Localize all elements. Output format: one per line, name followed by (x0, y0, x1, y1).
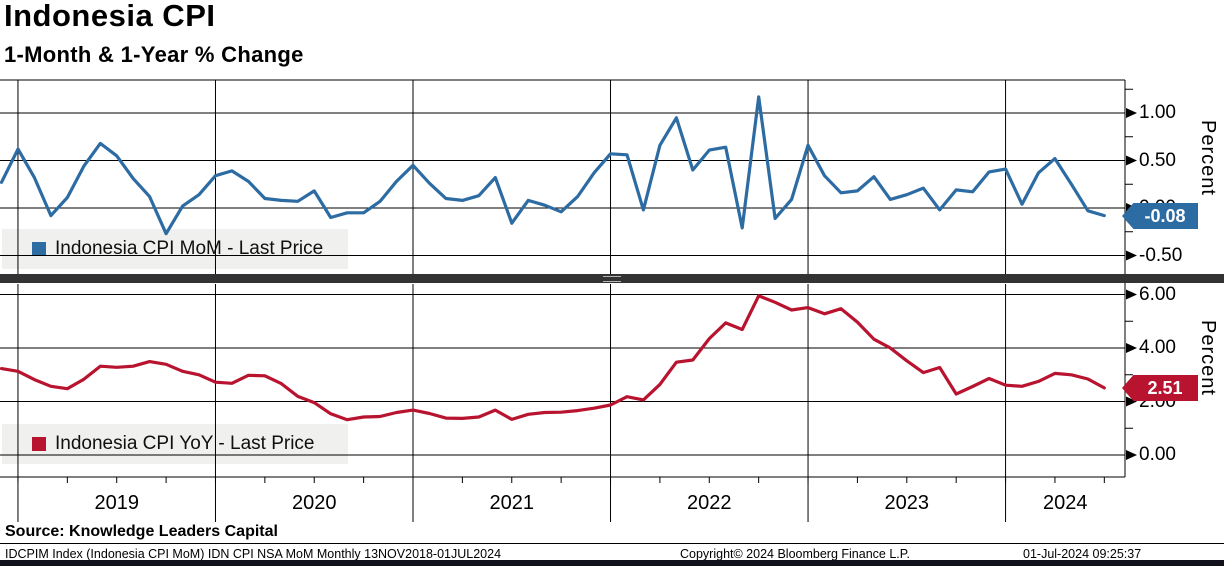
y-tick-label: 0.50 (1139, 149, 1176, 171)
y-tick-label: 0.00 (1139, 444, 1176, 465)
page-title: Indonesia CPI (4, 0, 216, 33)
y-tick-label: 4.00 (1139, 337, 1176, 358)
axis-arrow-tick-icon (1126, 155, 1137, 166)
axis-arrow-tick-icon (1126, 289, 1137, 300)
copyright-notice: Copyright© 2024 Bloomberg Finance L.P. (680, 547, 910, 561)
x-tick-year-label: 2020 (291, 492, 337, 514)
print-timestamp: 01-Jul-2024 09:25:37 (1023, 547, 1142, 561)
ticker-metadata: IDCPIM Index (Indonesia CPI MoM) IDN CPI… (5, 547, 502, 561)
page-subtitle: 1-Month & 1-Year % Change (4, 42, 304, 67)
x-tick-year-label: 2022 (687, 492, 732, 514)
series-line (0, 294, 1106, 422)
axis-arrow-tick-icon (1126, 108, 1137, 118)
x-tick-year-label: 2019 (94, 492, 139, 514)
mom-legend-label: Indonesia CPI MoM - Last Price (55, 238, 324, 259)
legend-item-cpi-yoy[interactable]: Indonesia CPI YoY - Last Price (2, 424, 348, 464)
legend-item-cpi-mom[interactable]: Indonesia CPI MoM - Last Price (2, 229, 348, 269)
x-tick-year-label: 2023 (884, 492, 930, 514)
bottom-bar (0, 560, 1224, 566)
yoy-last-price-badge: 2.51 (1122, 375, 1198, 401)
mom-last-price-badge: -0.08 (1122, 203, 1198, 229)
mom-last-price-value: -0.08 (1144, 205, 1186, 226)
panel-divider[interactable] (0, 274, 1224, 283)
y-tick-label: 6.00 (1139, 283, 1176, 305)
y-tick-label: 1.00 (1139, 102, 1176, 123)
mom-axis-title: Percent (1197, 120, 1219, 196)
footer-divider (0, 543, 1224, 544)
yoy-axis-title: Percent (1197, 320, 1219, 396)
yoy-series-swatch-icon (32, 437, 46, 451)
axis-arrow-tick-icon (1126, 250, 1137, 261)
y-tick-label: -0.50 (1139, 244, 1183, 266)
x-tick-year-label: 2021 (489, 492, 535, 514)
series-line (0, 95, 1106, 236)
axis-arrow-tick-icon (1126, 343, 1137, 353)
source-line: Source: Knowledge Leaders Capital (5, 523, 278, 540)
mom-series-swatch-icon (32, 242, 46, 256)
x-tick-year-label: 2024 (1043, 492, 1088, 514)
axis-arrow-tick-icon (1126, 450, 1137, 460)
yoy-legend-label: Indonesia CPI YoY - Last Price (55, 433, 315, 454)
yoy-last-price-value: 2.51 (1147, 377, 1183, 398)
divider-grip-icon[interactable] (603, 276, 621, 282)
